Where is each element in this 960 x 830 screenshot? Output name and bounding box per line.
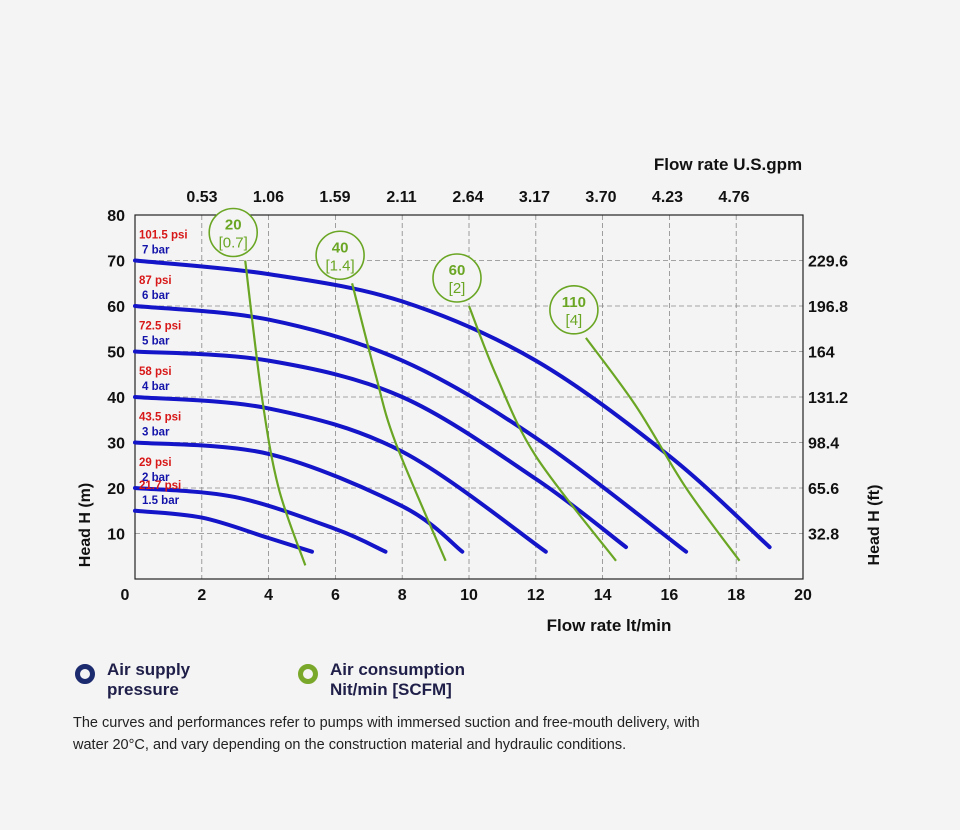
x-tick-label: 18 — [727, 587, 745, 604]
top-tick-label: 4.76 — [718, 189, 749, 206]
bar-label: 2 bar — [142, 472, 170, 484]
x-tick-label: 14 — [594, 587, 612, 604]
x-tick-label: 0 — [121, 587, 130, 604]
air-scfm-label: [4] — [566, 312, 583, 329]
pressure-curve — [133, 304, 689, 554]
x-tick-label: 10 — [460, 587, 478, 604]
bar-label: 6 bar — [142, 290, 170, 302]
top-tick-label: 4.23 — [652, 189, 683, 206]
top-tick-label: 2.64 — [452, 189, 483, 206]
pressure-curve — [133, 258, 772, 550]
air-value-label: 40 — [332, 239, 349, 256]
footnote-line2: water 20°C, and vary depending on the co… — [73, 737, 627, 753]
pump-performance-chart: 101.5 psi 7 bar 87 psi 6 bar 72.5 psi 5 bar 58… — [77, 155, 883, 635]
x-tick-label: 20 — [794, 587, 812, 604]
top-tick-label: 0.53 — [186, 189, 217, 206]
pressure-curves — [133, 258, 772, 554]
bar-label: 7 bar — [142, 245, 170, 257]
psi-label: 101.5 psi — [139, 230, 188, 242]
y-tick-label: 40 — [107, 390, 125, 407]
top-tick-label: 3.17 — [519, 189, 550, 206]
psi-label: 29 psi — [139, 457, 172, 469]
right-tick-label: 98.4 — [808, 436, 839, 453]
psi-label: 72.5 psi — [139, 321, 181, 333]
air-value-label: 20 — [225, 217, 242, 234]
top-tick-label: 3.70 — [585, 189, 616, 206]
air-consumption-curve — [244, 260, 307, 566]
pressure-curve — [133, 508, 314, 554]
pressure-curve — [133, 440, 465, 554]
air-ring-icon — [298, 664, 318, 684]
air-consumption-badge — [432, 253, 482, 303]
psi-label: 87 psi — [139, 275, 172, 287]
x-tick-label: 16 — [661, 587, 679, 604]
y-axis-label-right: Head H (ft) — [866, 485, 883, 566]
right-tick-label: 164 — [808, 345, 835, 362]
footnote-line1: The curves and performances refer to pum… — [73, 715, 700, 731]
legend-air-line1: Air consumption — [330, 660, 466, 679]
legend-pressure: Air supply pressure — [75, 660, 190, 700]
air-scfm-label: [2] — [449, 280, 466, 297]
air-consumption-badge — [549, 285, 599, 335]
right-tick-label: 229.6 — [808, 254, 848, 271]
x-axis-label: Flow rate lt/min — [547, 616, 672, 635]
psi-label: 58 psi — [139, 366, 172, 378]
right-tick-label: 131.2 — [808, 390, 848, 407]
air-consumption-badge — [208, 207, 259, 258]
legend-air: Air consumption Nit/min [SCFM] — [298, 660, 465, 700]
pressure-curve — [133, 349, 628, 550]
right-axis-ticks: 32.8 65.6 98.4 131.2 164 196.8 229.6 — [808, 254, 848, 544]
y-tick-label: 70 — [107, 254, 125, 271]
pressure-curve — [133, 395, 548, 554]
footnote: The curves and performances refer to pum… — [73, 712, 833, 756]
bar-label: 5 bar — [142, 336, 170, 348]
bar-label: 3 bar — [142, 427, 170, 439]
air-curves — [244, 260, 741, 566]
air-consumption-curve — [585, 337, 741, 562]
psi-label: 21.7 psi — [139, 480, 181, 492]
bar-label: 1.5 bar — [142, 495, 180, 507]
right-tick-label: 65.6 — [808, 481, 839, 498]
air-consumption-badge — [315, 230, 365, 281]
air-scfm-label: [0.7] — [219, 235, 248, 252]
y-tick-label: 60 — [107, 299, 125, 316]
right-tick-label: 32.8 — [808, 527, 839, 544]
top-axis-label: Flow rate U.S.gpm — [654, 155, 802, 174]
y-tick-label: 30 — [107, 436, 125, 453]
pressure-ring-icon — [75, 664, 95, 684]
series-labels: 101.5 psi 7 bar 87 psi 6 bar 72.5 psi 5 bar 58… — [139, 207, 599, 507]
legend-air-line2: Nit/min [SCFM] — [330, 680, 452, 699]
x-axis-ticks: 0 2 4 6 8 10 12 14 16 18 20 — [121, 587, 812, 604]
air-consumption-curve — [351, 283, 447, 562]
y-axis-label-left: Head H (m) — [77, 483, 94, 567]
y-tick-label: 50 — [107, 345, 125, 362]
y-tick-label: 80 — [107, 208, 125, 225]
x-tick-label: 6 — [331, 587, 340, 604]
air-value-label: 110 — [562, 294, 586, 311]
pressure-curve — [133, 486, 388, 554]
bar-label: 4 bar — [142, 381, 170, 393]
legend-pressure-line2: pressure — [107, 680, 179, 699]
air-consumption-curve — [467, 305, 617, 562]
x-tick-label: 12 — [527, 587, 545, 604]
air-scfm-label: [1.4] — [326, 257, 355, 274]
top-axis-ticks: 0.53 1.06 1.59 2.11 2.64 3.17 3.70 4.23 4.76 — [186, 189, 749, 206]
x-tick-label: 8 — [398, 587, 407, 604]
air-value-label: 60 — [449, 262, 466, 279]
top-tick-label: 2.11 — [386, 189, 416, 206]
top-tick-label: 1.59 — [319, 189, 350, 206]
y-tick-label: 20 — [107, 481, 125, 498]
legend-pressure-line1: Air supply — [107, 660, 191, 679]
x-tick-label: 2 — [197, 587, 206, 604]
top-tick-label: 1.06 — [253, 189, 284, 206]
right-tick-label: 196.8 — [808, 299, 848, 316]
y-tick-label: 10 — [107, 527, 125, 544]
y-axis-ticks: 10 20 30 40 50 60 70 80 — [107, 208, 125, 544]
x-tick-label: 4 — [264, 587, 273, 604]
psi-label: 43.5 psi — [139, 412, 181, 424]
